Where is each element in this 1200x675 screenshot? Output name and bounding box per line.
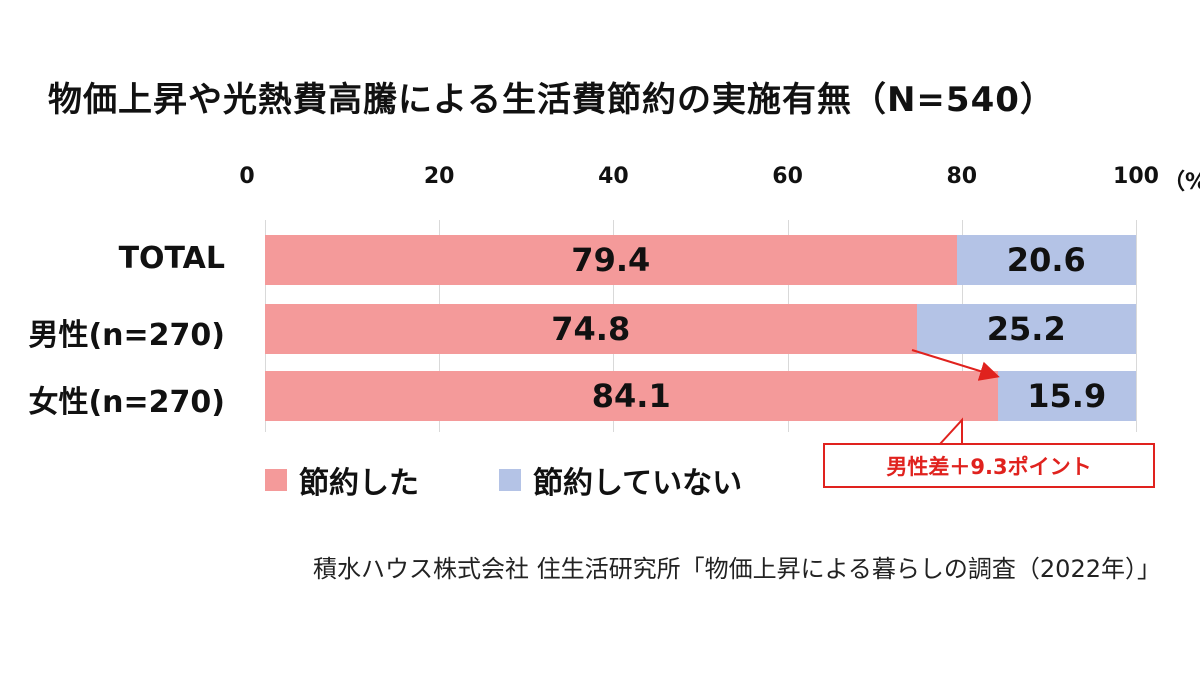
- difference-callout: 男性差＋9.3ポイント: [823, 443, 1155, 488]
- x-tick-label: 20: [423, 164, 455, 189]
- bar-saved: 79.4: [265, 235, 957, 285]
- x-axis-unit: （%）: [1163, 170, 1200, 195]
- x-tick-label: 80: [946, 164, 978, 189]
- x-tick-label: 0: [239, 164, 255, 189]
- category-label: 男性(n=270): [28, 318, 225, 353]
- bar-not-saved: 20.6: [956, 235, 1136, 285]
- source-note: 積水ハウス株式会社 住生活研究所「物価上昇による暮らしの調査（2022年）」: [313, 555, 1161, 583]
- legend-label-not-saved: 節約していない: [533, 466, 743, 501]
- x-tick-label: 40: [598, 164, 629, 189]
- bar-row: 74.8 25.2: [265, 304, 1136, 354]
- category-label: 女性(n=270): [28, 385, 225, 420]
- plot-area: 79.4 20.6 74.8 25.2 84.1 15.9: [265, 220, 1137, 432]
- x-tick-label: 60: [772, 164, 803, 189]
- legend-label-saved: 節約した: [299, 466, 419, 501]
- legend-item-saved: 節約した: [265, 458, 419, 502]
- legend-swatch-not-saved: [499, 469, 521, 491]
- category-label: TOTAL: [118, 241, 225, 276]
- gridline: [1136, 220, 1137, 432]
- bar-row: 84.1 15.9: [265, 371, 1136, 421]
- legend-item-not-saved: 節約していない: [499, 458, 742, 502]
- bar-saved: 74.8: [265, 304, 917, 354]
- bar-saved: 84.1: [265, 371, 998, 421]
- bar-row: 79.4 20.6: [265, 235, 1136, 285]
- legend-swatch-saved: [265, 469, 287, 491]
- chart-title: 物価上昇や光熱費高騰による生活費節約の実施有無（N=540）: [48, 80, 1055, 120]
- bar-not-saved: 15.9: [997, 371, 1136, 421]
- x-tick-label: 100: [1113, 164, 1159, 189]
- bar-not-saved: 25.2: [916, 304, 1136, 354]
